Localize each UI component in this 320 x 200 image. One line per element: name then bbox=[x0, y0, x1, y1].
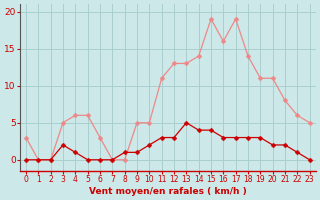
X-axis label: Vent moyen/en rafales ( km/h ): Vent moyen/en rafales ( km/h ) bbox=[89, 187, 247, 196]
